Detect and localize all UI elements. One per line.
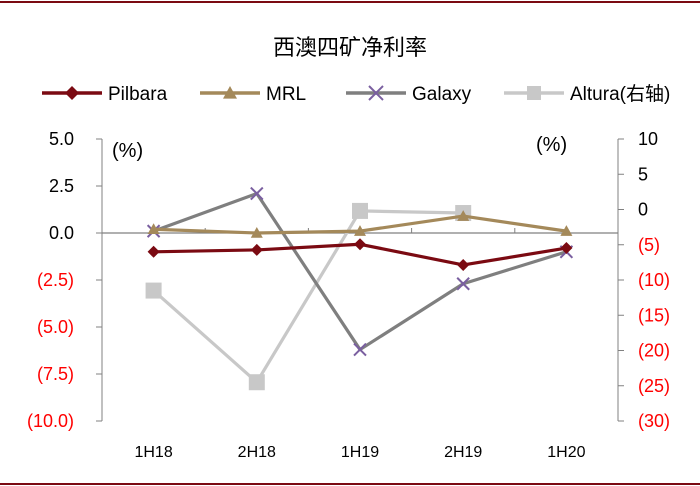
- left-tick-label: 0.0: [49, 223, 74, 243]
- series-layer: [145, 186, 574, 391]
- x-tick-label: 1H20: [547, 444, 585, 461]
- x-tick-label: 1H19: [341, 444, 379, 461]
- right-tick-label: (15): [638, 305, 670, 325]
- data-point: [456, 277, 470, 291]
- legend-label: Pilbara: [108, 84, 168, 105]
- x-tick-label: 2H18: [238, 444, 276, 461]
- legend-item: MRL: [200, 84, 306, 105]
- right-tick-label: (5): [638, 235, 660, 255]
- legend-item: Galaxy: [346, 84, 472, 105]
- legend: Pilbara MRL Galaxy Altura(右轴): [42, 83, 670, 105]
- data-point: [147, 245, 160, 258]
- legend-label: MRL: [266, 84, 306, 105]
- data-point: [353, 342, 367, 357]
- legend-marker: [223, 86, 237, 99]
- data-point: [248, 374, 265, 391]
- legend-marker: [65, 86, 79, 100]
- left-tick-label: (5.0): [37, 317, 74, 337]
- left-tick-label: 5.0: [49, 129, 74, 149]
- data-point: [250, 186, 264, 201]
- data-point: [354, 225, 366, 236]
- right-tick-label: (10): [638, 270, 670, 290]
- series-pilbara: [147, 238, 573, 271]
- left-axis-unit: (%): [112, 140, 143, 162]
- right-tick-label: 0: [638, 200, 648, 220]
- legend-label: Galaxy: [412, 84, 472, 105]
- data-point: [560, 242, 573, 255]
- data-point: [457, 258, 470, 271]
- legend-item: Altura(右轴): [504, 83, 670, 105]
- right-tick-label: (25): [638, 376, 670, 396]
- right-tick-label: (20): [638, 341, 670, 361]
- left-tick-label: (10.0): [27, 411, 74, 431]
- series-line: [152, 209, 464, 384]
- data-point: [457, 210, 470, 221]
- left-tick-label: (7.5): [37, 364, 74, 384]
- legend-marker: [527, 86, 541, 100]
- legend-item: Pilbara: [42, 84, 168, 105]
- x-tick-label: 2H19: [444, 444, 482, 461]
- data-point: [147, 223, 160, 235]
- series-galaxy: [146, 186, 574, 357]
- x-tick-label: 1H18: [134, 444, 172, 461]
- data-point: [352, 202, 368, 219]
- legend-marker: [368, 85, 384, 101]
- data-point: [145, 282, 162, 299]
- legend-label: Altura(右轴): [570, 83, 670, 105]
- right-axis-unit: (%): [536, 134, 567, 156]
- right-tick-label: 5: [638, 164, 648, 184]
- left-tick-label: (2.5): [37, 270, 74, 290]
- data-point: [250, 227, 263, 238]
- axes: 5.0 2.5 0.0 (2.5) (5.0) (7.5) (10.0) 10 5 0 (5) (10…: [27, 129, 670, 461]
- data-point: [560, 225, 573, 236]
- left-tick-label: 2.5: [49, 176, 74, 196]
- data-point: [354, 238, 366, 251]
- right-tick-label: 10: [638, 129, 658, 149]
- data-point: [250, 243, 263, 256]
- right-tick-label: (30): [638, 411, 670, 431]
- series-mrl: [147, 210, 573, 238]
- chart-title: 西澳四矿净利率: [273, 36, 427, 61]
